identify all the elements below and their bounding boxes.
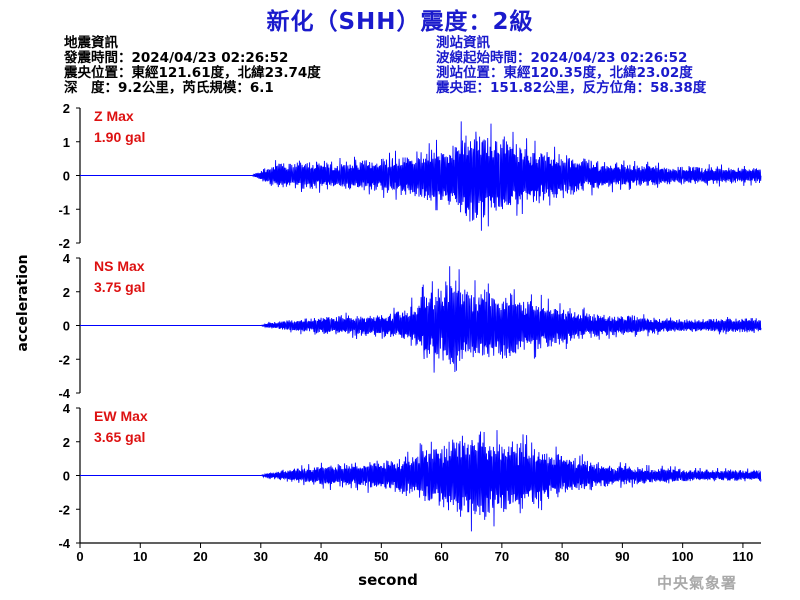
x-tick-label: 60	[434, 549, 448, 564]
station-location: 測站位置：東經120.35度，北緯23.02度	[436, 65, 693, 81]
max-label-ns: NS Max	[94, 258, 145, 274]
y-tick-label: -1	[58, 202, 70, 217]
y-tick-label: 2	[63, 101, 70, 116]
quake-epicenter: 震央位置：東經121.61度，北緯23.74度	[64, 65, 321, 81]
y-tick-label: 2	[63, 435, 70, 450]
max-label-z: Z Max	[94, 108, 134, 124]
ew-waveform	[80, 430, 762, 532]
quake-info-block: 地震資訊 發震時間：2024/04/23 02:26:52 震央位置：東經121…	[64, 36, 321, 96]
y-tick-label: 4	[63, 401, 71, 416]
ns-waveform	[80, 266, 762, 373]
x-axis-label: second	[358, 571, 418, 589]
quake-info-heading: 地震資訊	[64, 35, 118, 51]
x-tick-label: 90	[615, 549, 629, 564]
y-tick-label: 4	[63, 251, 71, 266]
max-value-z: 1.90 gal	[94, 129, 145, 145]
x-tick-label: 50	[374, 549, 388, 564]
max-value-ew: 3.65 gal	[94, 429, 145, 445]
quake-time: 發震時間：2024/04/23 02:26:52	[64, 50, 289, 66]
x-tick-label: 20	[193, 549, 207, 564]
station-info-block: 測站資訊 波線起始時間：2024/04/23 02:26:52 測站位置：東經1…	[436, 36, 706, 96]
station-wave-start: 波線起始時間：2024/04/23 02:26:52	[436, 50, 688, 66]
x-tick-label: 30	[254, 549, 268, 564]
y-tick-label: -2	[58, 236, 70, 251]
y-tick-label: -2	[58, 352, 70, 367]
x-tick-label: 110	[732, 549, 753, 564]
y-tick-label: 1	[63, 135, 70, 150]
max-value-ns: 3.75 gal	[94, 279, 145, 295]
y-tick-label: 0	[63, 469, 70, 484]
y-tick-label: 0	[63, 169, 70, 184]
x-tick-label: 70	[495, 549, 509, 564]
y-tick-label: 2	[63, 285, 70, 300]
y-axis-label: acceleration	[15, 254, 31, 352]
x-tick-label: 40	[314, 549, 328, 564]
chart-title: 新化（SHH）震度：2級	[266, 9, 534, 35]
quake-depth-magnitude: 深 度：9.2公里，芮氏規模：6.1	[64, 80, 274, 96]
z-waveform	[80, 121, 762, 231]
station-info-heading: 測站資訊	[436, 35, 490, 51]
station-distance-azimuth: 震央距：151.82公里，反方位角：58.38度	[436, 80, 707, 96]
y-tick-label: -4	[58, 536, 70, 551]
x-tick-label: 10	[133, 549, 147, 564]
y-tick-label: -4	[58, 386, 70, 401]
x-tick-label: 80	[555, 549, 569, 564]
y-tick-label: -2	[58, 502, 70, 517]
max-label-ew: EW Max	[94, 408, 148, 424]
y-tick-label: 0	[63, 319, 70, 334]
agency-watermark: 中央氣象署	[657, 574, 738, 592]
x-tick-label: 0	[76, 549, 83, 564]
x-tick-label: 100	[672, 549, 694, 564]
